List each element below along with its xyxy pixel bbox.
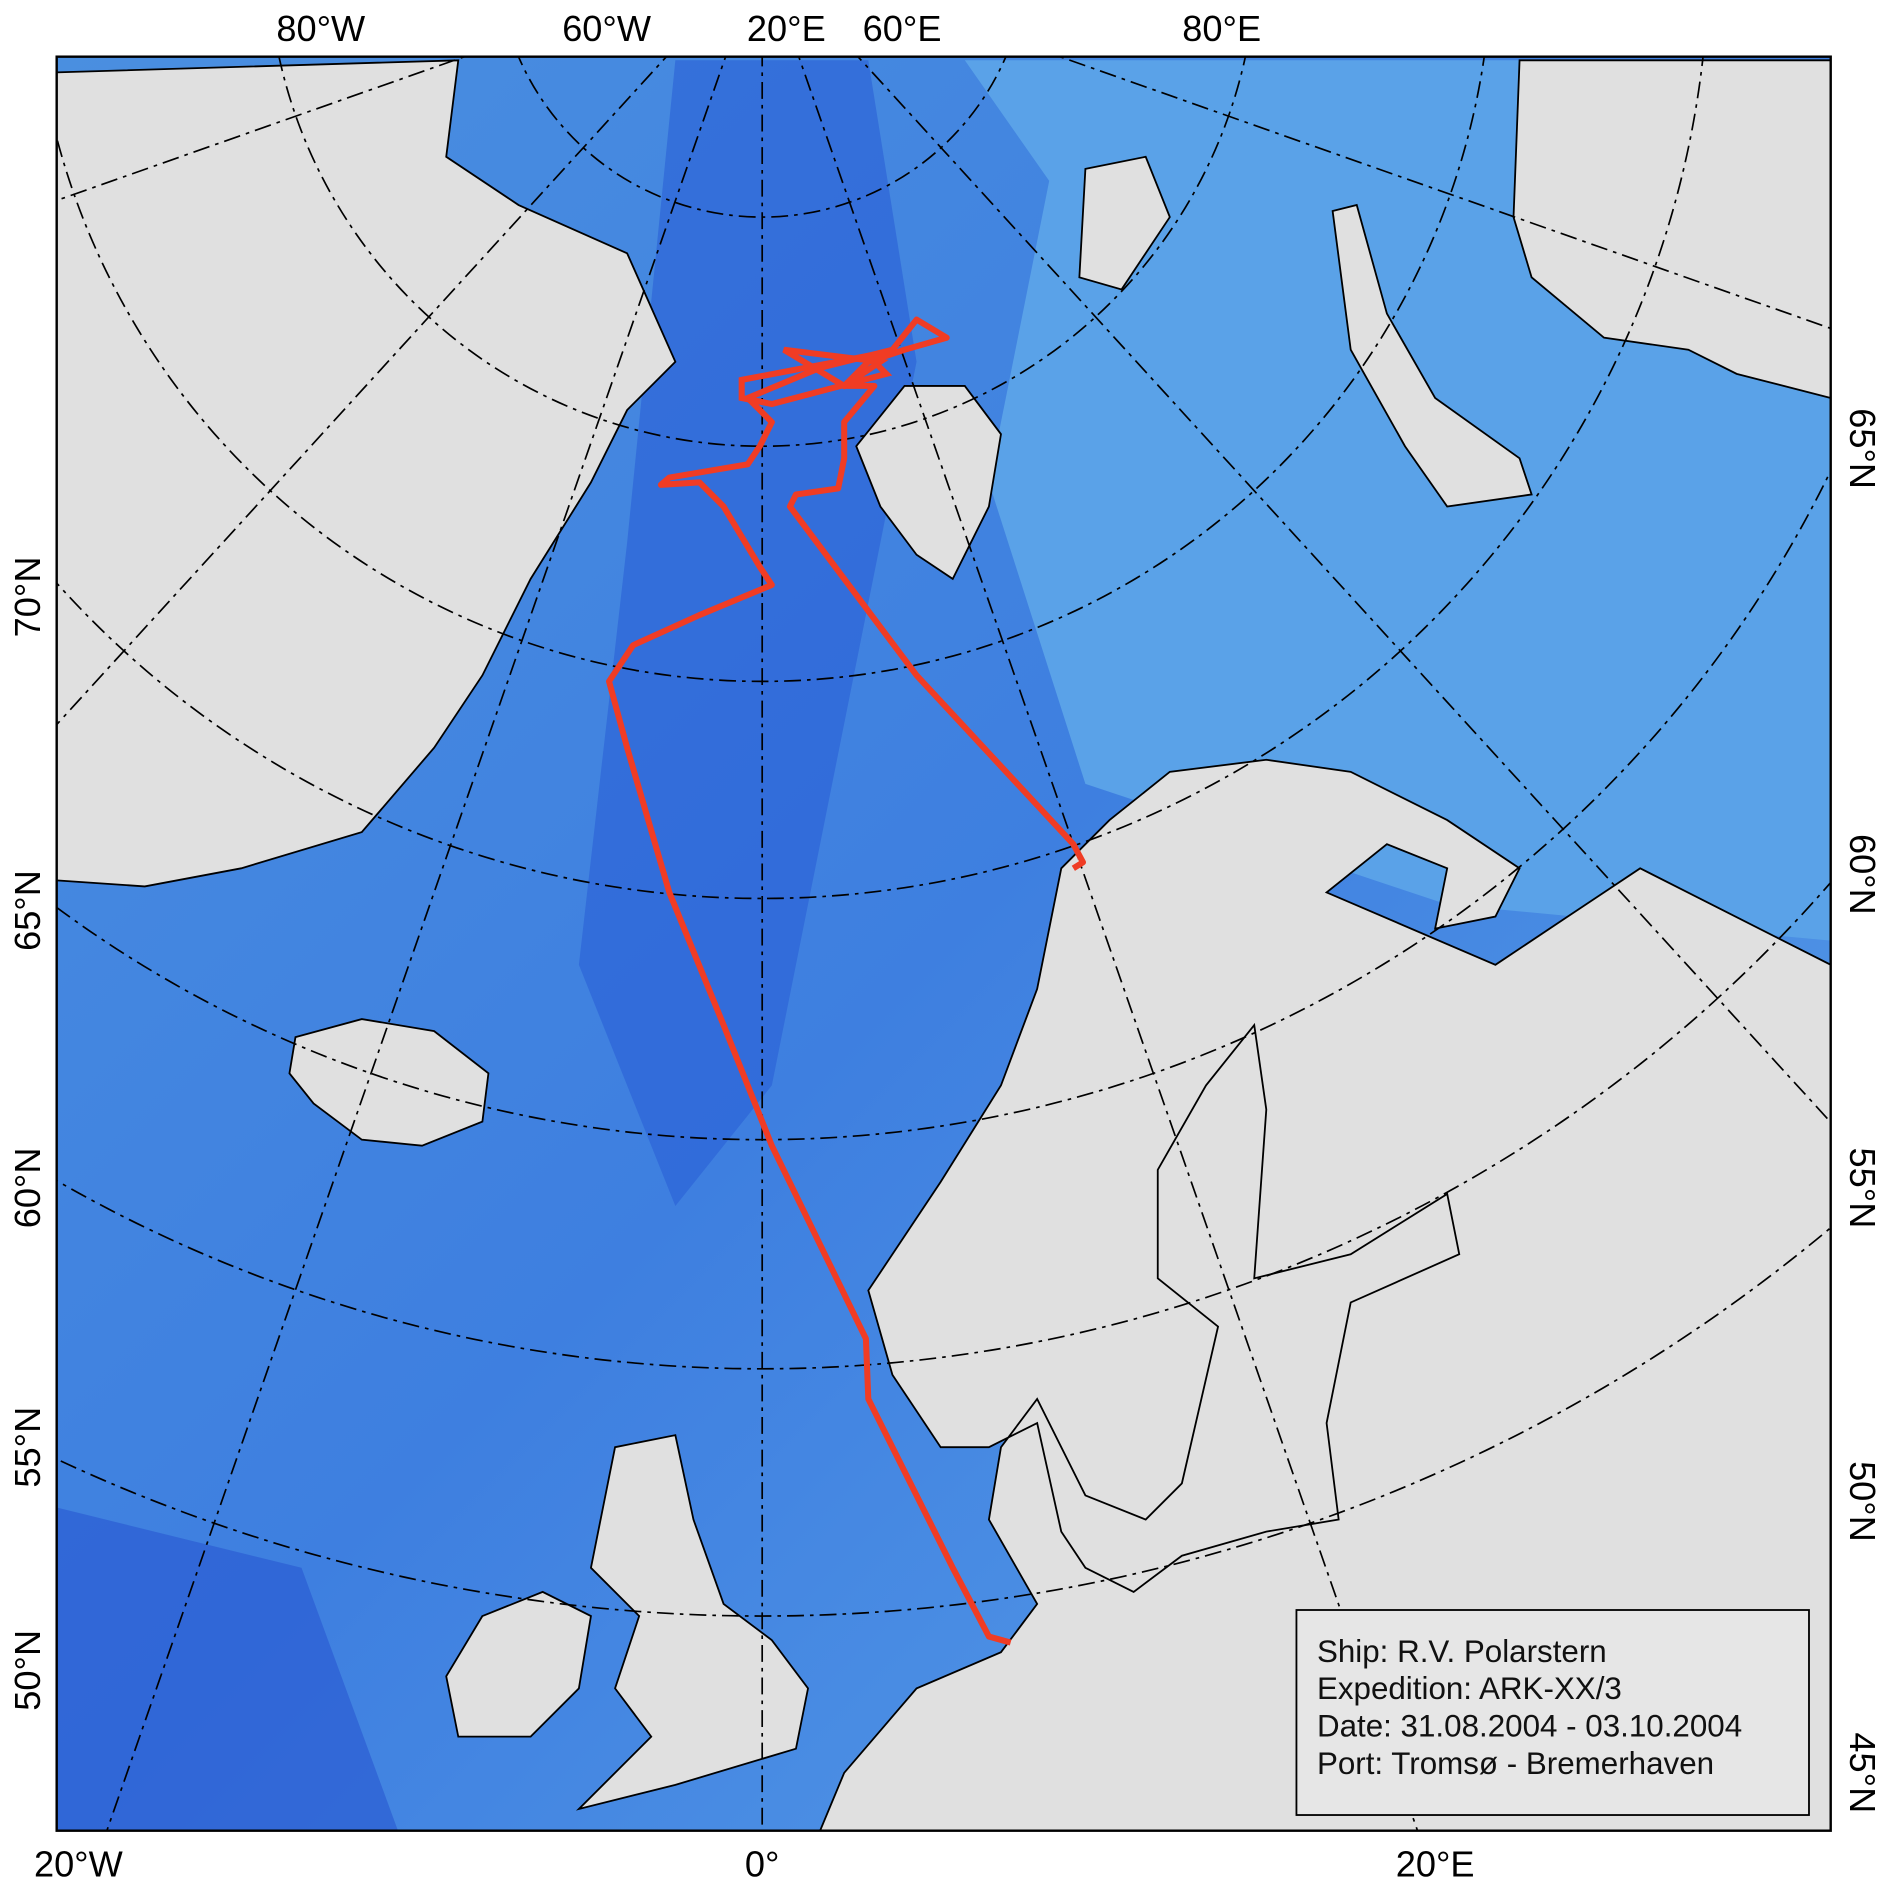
info-line: Ship: R.V. Polarstern xyxy=(1317,1634,1607,1669)
right-label: 60°N xyxy=(1842,834,1883,915)
meridian xyxy=(105,56,727,1831)
left-label: 65°N xyxy=(7,870,48,951)
info-box xyxy=(1295,1609,1810,1816)
top-label: 80°E xyxy=(1182,8,1261,49)
land xyxy=(575,1434,809,1811)
left-label: 70°N xyxy=(7,557,48,638)
ship-track xyxy=(606,316,1086,1646)
top-label: 60°E xyxy=(863,8,942,49)
meridian xyxy=(856,56,1831,1124)
deep-basin xyxy=(56,1507,398,1831)
land xyxy=(855,385,1002,581)
bottom-label: 20°W xyxy=(34,1844,123,1885)
land xyxy=(1078,155,1171,291)
info-line: Port: Tromsø - Bremerhaven xyxy=(1317,1746,1714,1781)
meridian xyxy=(56,56,468,202)
right-label: 55°N xyxy=(1842,1148,1883,1229)
left-label: 50°N xyxy=(7,1630,48,1711)
info-line: Expedition: ARK-XX/3 xyxy=(1317,1671,1622,1706)
left-label: 55°N xyxy=(7,1407,48,1488)
meridian xyxy=(797,56,1419,1831)
land xyxy=(1512,59,1831,399)
meridian xyxy=(56,56,668,726)
top-label: 60°W xyxy=(562,8,651,49)
right-label: 50°N xyxy=(1842,1461,1883,1542)
ship-track xyxy=(738,346,893,408)
land xyxy=(56,59,677,888)
axis-labels: 80°W 60°W 20°E 60°E 80°E 20°W 0° 20°E 70°N 65°N 60… xyxy=(7,8,1883,1885)
bottom-label: 20°E xyxy=(1396,1844,1475,1885)
land xyxy=(445,1590,592,1738)
top-label: 80°W xyxy=(276,8,365,49)
info-line: Date: 31.08.2004 - 03.10.2004 xyxy=(1317,1709,1742,1744)
land xyxy=(1331,203,1533,508)
land xyxy=(819,758,1831,1831)
right-label: 45°N xyxy=(1842,1732,1883,1813)
land xyxy=(288,1018,490,1147)
top-label: 20°E xyxy=(747,8,826,49)
map-frame xyxy=(55,55,1832,1832)
bottom-label: 0° xyxy=(745,1844,780,1885)
meridian xyxy=(1057,56,1831,330)
left-label: 60°N xyxy=(7,1148,48,1229)
right-label: 65°N xyxy=(1842,408,1883,489)
